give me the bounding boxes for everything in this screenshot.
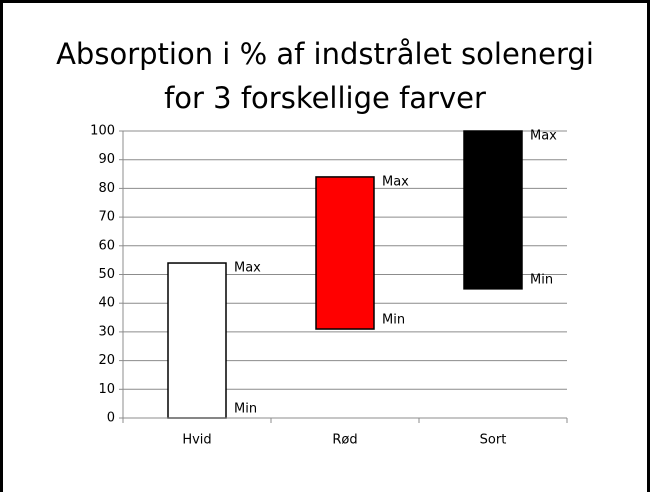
max-label: Max xyxy=(234,261,261,276)
y-tick-label: 0 xyxy=(107,411,115,426)
bar xyxy=(463,130,523,290)
max-label: Max xyxy=(382,174,409,189)
y-tick-label: 30 xyxy=(98,324,115,339)
y-tick-label: 10 xyxy=(98,382,115,397)
y-tick-label: 40 xyxy=(98,296,115,311)
bar xyxy=(315,176,375,330)
y-tick-label: 90 xyxy=(98,152,115,167)
bar xyxy=(167,262,227,419)
chart-title: for 3 forskellige farver xyxy=(164,81,486,115)
y-tick-label: 100 xyxy=(90,124,115,139)
x-tick-label: Hvid xyxy=(182,433,211,448)
y-tick-label: 70 xyxy=(98,210,115,225)
min-label: Min xyxy=(234,402,257,417)
min-label: Min xyxy=(530,272,553,287)
min-label: Min xyxy=(382,313,405,328)
y-tick-label: 20 xyxy=(98,353,115,368)
x-tick-label: Sort xyxy=(480,433,507,448)
y-tick-label: 60 xyxy=(98,238,115,253)
max-label: Max xyxy=(530,129,557,144)
y-tick-label: 80 xyxy=(98,181,115,196)
y-tick-label: 50 xyxy=(98,267,115,282)
chart-title: Absorption i % af indstrålet solenergi xyxy=(56,37,594,71)
x-tick-label: Rød xyxy=(332,433,357,448)
